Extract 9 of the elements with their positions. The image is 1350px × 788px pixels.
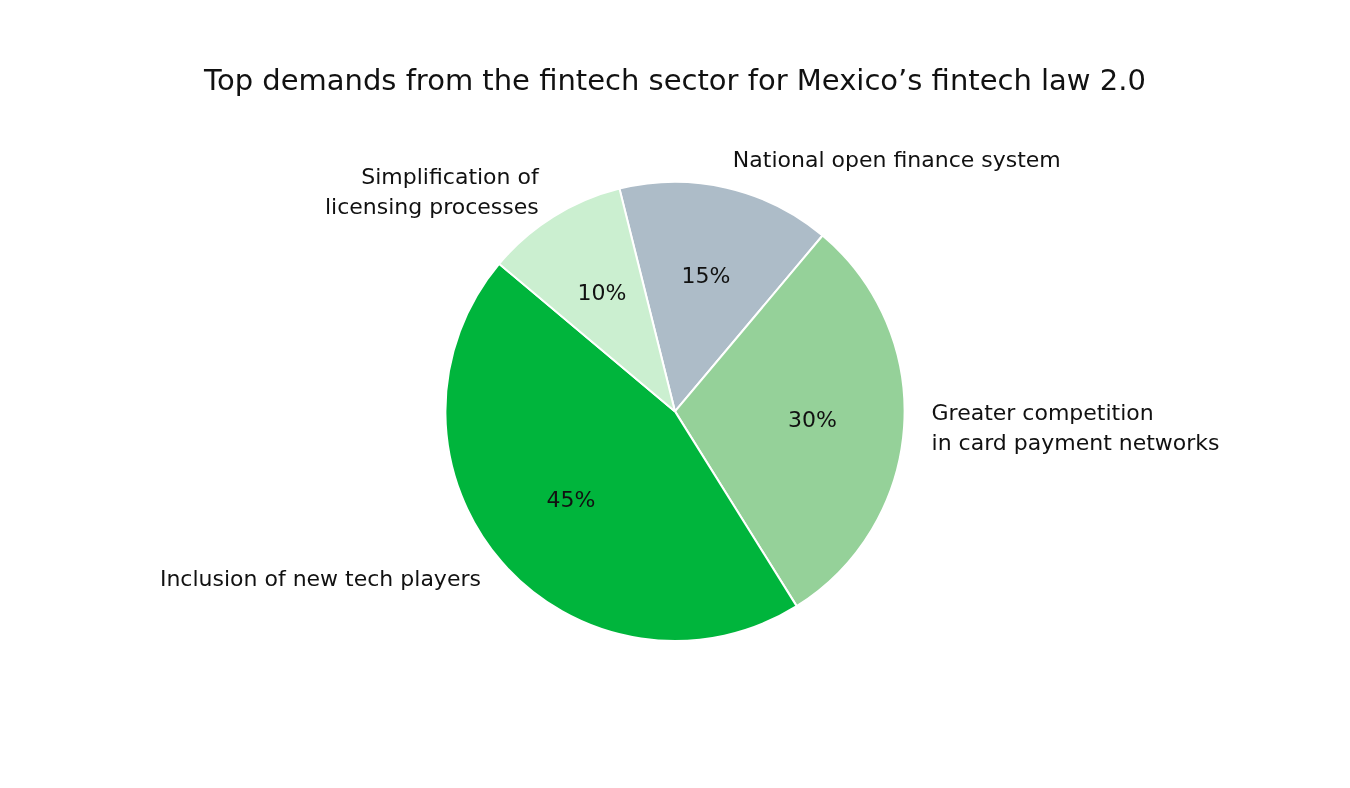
slice-label: National open finance system [732, 146, 1061, 172]
data-label: 15% [681, 262, 731, 288]
data-label: 45% [546, 487, 596, 513]
slice-label: Inclusion of new tech players [159, 565, 481, 591]
chart-title: Top demands from the fintech sector for Mexico’s fintech law 2.0 [203, 62, 1146, 97]
data-label: 10% [577, 280, 627, 306]
slice-label: Simplification of licensing processes [324, 164, 540, 220]
data-label: 30% [787, 406, 837, 432]
slice-label: Greater competition in card payment networks [931, 400, 1220, 456]
